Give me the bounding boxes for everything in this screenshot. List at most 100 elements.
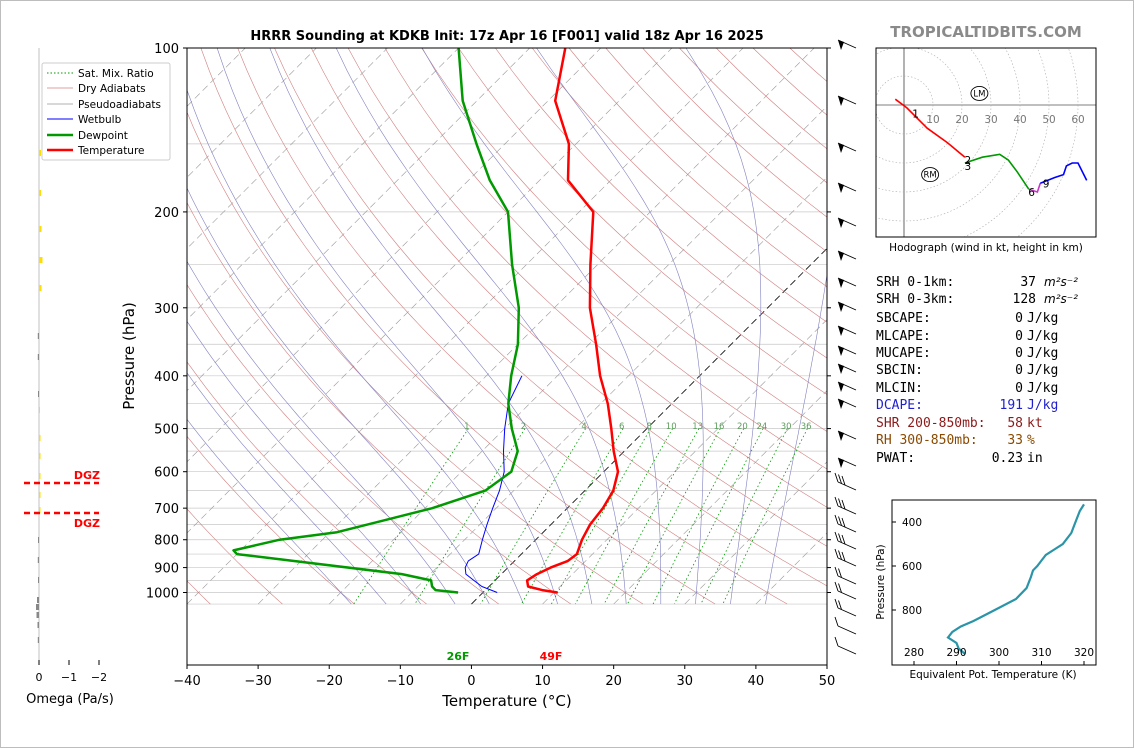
moist-adiabat (421, 48, 662, 604)
y-tick-label: 200 (154, 206, 179, 221)
wind-barb-flag (838, 251, 844, 261)
wind-barb-feather (838, 568, 842, 578)
moist-adiabat (187, 372, 387, 605)
moist-adiabat (187, 187, 490, 605)
dgz-label-bottom: DGZ (74, 517, 100, 530)
isotherm (187, 48, 673, 534)
dry-adiabat (187, 111, 644, 605)
dry-adiabat (187, 361, 427, 605)
omega-bar (39, 150, 41, 156)
omega-bar (37, 622, 39, 628)
dry-adiabat (187, 435, 355, 605)
moist-adiabat (685, 48, 762, 605)
index-unit: kt (1027, 416, 1043, 431)
y-tick-label: 400 (154, 370, 179, 385)
dry-adiabat (495, 48, 827, 359)
isotherm (187, 48, 317, 178)
omega-tick-1: −1 (61, 671, 77, 684)
hodograph-height-label: 6 (1028, 187, 1035, 199)
zero-isotherm (471, 247, 827, 605)
mixing-ratio-line (627, 428, 721, 605)
thetae-xlabel: Equivalent Pot. Temperature (K) (909, 669, 1076, 681)
dry-adiabat (789, 48, 827, 82)
mixing-ratio-label: 16 (714, 422, 725, 432)
hodograph-ring-label: 60 (1071, 114, 1084, 126)
hodograph-storm-label: LM (973, 89, 985, 99)
wind-barb-feather (838, 498, 842, 508)
isotherm (187, 48, 602, 463)
wind-barb-flag (838, 278, 844, 288)
omega-bar (36, 612, 39, 618)
surface-temp-label: 49F (540, 650, 563, 663)
legend-dry-adiabats: Dry Adiabats (78, 83, 146, 95)
hodograph-storm-label: RM (923, 171, 936, 181)
thetae-x-tick-label: 280 (904, 647, 924, 659)
isotherm (826, 603, 827, 605)
wind-barb (837, 398, 857, 409)
wind-barb-feather (834, 531, 839, 542)
isotherm (0, 48, 32, 604)
isotherm (329, 105, 827, 605)
mixing-ratio-label: 36 (801, 422, 812, 432)
mixing-ratio-line (353, 428, 469, 605)
mixing-ratio-label: 2 (521, 422, 526, 432)
wind-barb-feather (834, 616, 839, 627)
wind-barb-flag (838, 183, 844, 193)
legend-wetbulb: Wetbulb (78, 114, 122, 126)
index-label: SRH 0-3km: (876, 292, 954, 307)
x-tick-label: −10 (387, 674, 414, 689)
hodograph-height-label: 1 (912, 109, 919, 121)
index-value: 0.23 (992, 451, 1023, 466)
mixing-ratio-line (674, 428, 764, 605)
mixing-ratio-label: 8 (647, 422, 652, 432)
hodograph-ring (876, 48, 992, 193)
wind-barb-feather (841, 499, 846, 510)
hodograph-ring-label: 40 (1013, 114, 1026, 126)
index-unit: m²s⁻² (1044, 275, 1078, 289)
x-tick-label: −30 (244, 674, 271, 689)
y-tick-label: 500 (154, 423, 179, 438)
moist-adiabat (216, 48, 558, 605)
wind-barb (834, 636, 857, 655)
dry-adiabat (605, 48, 827, 253)
wind-barb-flag (838, 96, 844, 106)
x-tick-label: −40 (173, 674, 200, 689)
wind-barb-flag (838, 143, 844, 153)
omega-bar (39, 473, 41, 479)
x-tick-label: 30 (677, 674, 694, 689)
hodograph-ring-label: 30 (984, 114, 997, 126)
wind-barb-feather (838, 550, 842, 560)
mixing-ratio-label: 30 (781, 422, 792, 432)
hodograph-panel: 10 20 30 40 50 60 LM RM 1 23 69 Hodograph (wind i… (875, 47, 1097, 254)
index-value: 0 (1015, 363, 1023, 378)
wind-barb (834, 581, 857, 600)
index-label: DCAPE: (876, 398, 923, 413)
thetae-x-tick-label: 300 (989, 647, 1009, 659)
index-unit: J/kg (1027, 363, 1058, 378)
isotherm (187, 48, 459, 321)
hodograph-height-label: 2 (964, 155, 971, 167)
wind-barb-feather (834, 472, 839, 483)
wind-barb-feather (841, 475, 846, 486)
hodograph-caption: Hodograph (wind in kt, height in km) (889, 242, 1083, 254)
index-label: SBCAPE: (876, 311, 931, 326)
moist-adiabat (269, 48, 593, 605)
wind-barb-staff (837, 625, 857, 635)
index-value: 128 (1013, 292, 1036, 307)
hodograph-ring (876, 48, 1021, 222)
mixing-ratio-label: 13 (692, 422, 703, 432)
wind-barb (837, 142, 857, 153)
omega-xlabel: Omega (Pa/s) (26, 692, 114, 707)
dewpoint-line (232, 48, 521, 594)
dry-adiabat (531, 48, 827, 323)
skewt-ylabel: Pressure (hPa) (120, 302, 138, 410)
wind-barb-feather (841, 517, 846, 528)
wind-barb-staff (837, 540, 857, 550)
mixing-ratio-line (652, 428, 745, 605)
mixing-ratio-line (603, 428, 700, 605)
hodograph-storm-marker (921, 167, 940, 183)
dry-adiabat (715, 48, 827, 150)
omega-bar (37, 597, 39, 603)
wind-barb (837, 325, 857, 336)
wind-barb-staff (837, 557, 857, 567)
